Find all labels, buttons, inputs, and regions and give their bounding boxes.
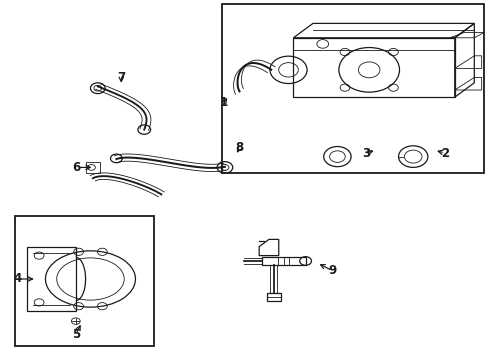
Text: 3: 3 [361, 147, 369, 159]
Text: 8: 8 [235, 141, 243, 154]
Text: 2: 2 [440, 147, 448, 159]
Text: 4: 4 [13, 273, 21, 285]
Text: 7: 7 [117, 71, 125, 84]
Text: 5: 5 [72, 328, 80, 341]
Text: 1: 1 [220, 96, 227, 109]
Text: 6: 6 [73, 161, 81, 174]
Text: 9: 9 [328, 264, 336, 277]
